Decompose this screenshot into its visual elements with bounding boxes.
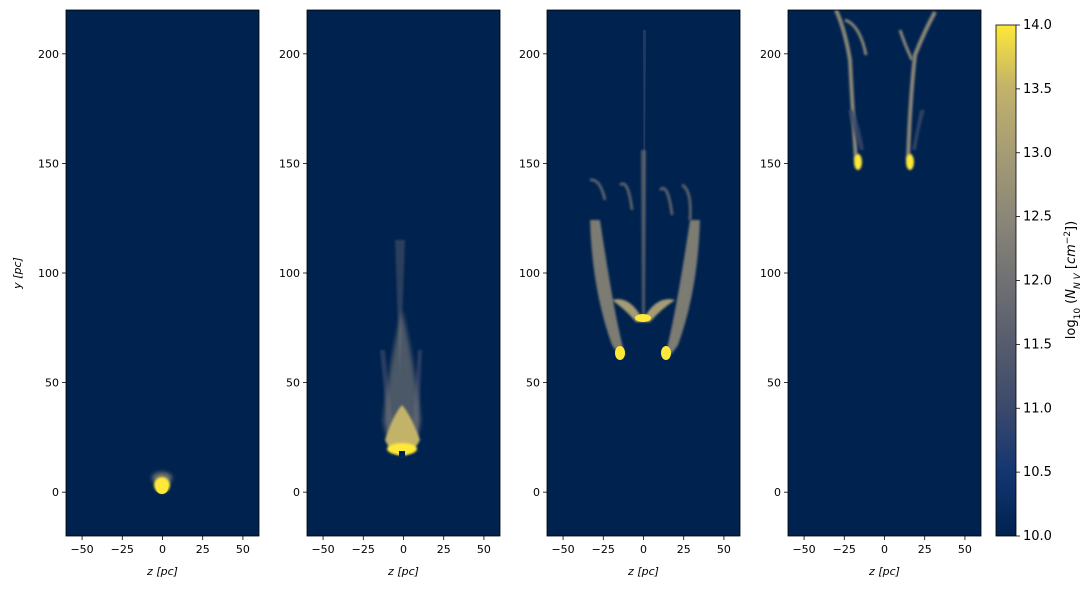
x-tick-label: 0 [881,543,888,556]
y-tick-label: 200 [760,48,781,61]
y-tick-label: 200 [279,48,300,61]
y-tick-label: 50 [526,377,540,390]
panel-3-structures [589,30,700,360]
colorbar-tick-label: 10.5 [1023,465,1052,480]
panel-4-background [788,10,981,536]
y-tick-label: 200 [38,48,59,61]
x-tick-label: 25 [437,543,451,556]
y-tick-label: 150 [279,157,300,170]
y-tick-label: 100 [279,267,300,280]
y-tick-label: 0 [533,486,540,499]
x-tick-label: −25 [111,543,134,556]
x-tick-label: 50 [236,543,250,556]
x-tick-label: 50 [958,543,972,556]
colorbar-tick-label: 13.5 [1023,82,1052,97]
x-tick-label: −25 [592,543,615,556]
x-axis-label: z [pc] [868,565,900,578]
y-tick-label: 100 [38,267,59,280]
y-tick-label: 0 [293,486,300,499]
y-tick-label: 150 [38,157,59,170]
colorbar-tick-label: 12.0 [1023,274,1052,289]
x-tick-label: −25 [352,543,375,556]
colorbar-tick-label: 11.5 [1023,337,1052,352]
y-tick-label: 50 [767,377,781,390]
y-tick-label: 150 [519,157,540,170]
x-tick-label: −50 [551,543,574,556]
x-tick-label: 0 [400,543,407,556]
x-tick-label: 25 [918,543,932,556]
x-tick-label: 25 [677,543,691,556]
x-tick-label: 0 [640,543,647,556]
x-tick-label: −25 [833,543,856,556]
y-tick-label: 0 [52,486,59,499]
colorbar-tick-label: 12.5 [1023,210,1052,225]
panel-1-background [66,10,259,536]
y-tick-label: 150 [760,157,781,170]
colorbar-tick-label: 10.0 [1023,529,1052,544]
y-tick-label: 200 [519,48,540,61]
x-axis-label: z [pc] [387,565,419,578]
x-tick-label: 50 [477,543,491,556]
y-tick-label: 50 [286,377,300,390]
panel-2-structures [380,240,422,457]
y-tick-label: 100 [760,267,781,280]
colorbar [995,24,1017,537]
panel-4-structures [834,10,937,170]
x-tick-label: −50 [70,543,93,556]
y-tick-label: 100 [519,267,540,280]
panel-1-structures [152,472,172,494]
x-tick-label: 0 [159,543,166,556]
x-axis-label: z [pc] [627,565,659,578]
colorbar-tick-label: 14.0 [1023,18,1052,33]
y-tick-label: 0 [774,486,781,499]
colorbar-tick-label: 11.0 [1023,401,1052,416]
colorbar-tick-label: 13.0 [1023,146,1052,161]
x-tick-label: 50 [717,543,731,556]
y-tick-label: 50 [45,377,59,390]
x-tick-label: 25 [196,543,210,556]
y-axis-label: y [pc] [11,257,24,290]
x-axis-label: z [pc] [146,565,178,578]
x-tick-label: −50 [792,543,815,556]
colorbar-label: log10 (NN V [cm−2]) [1063,221,1083,339]
x-tick-label: −50 [311,543,334,556]
